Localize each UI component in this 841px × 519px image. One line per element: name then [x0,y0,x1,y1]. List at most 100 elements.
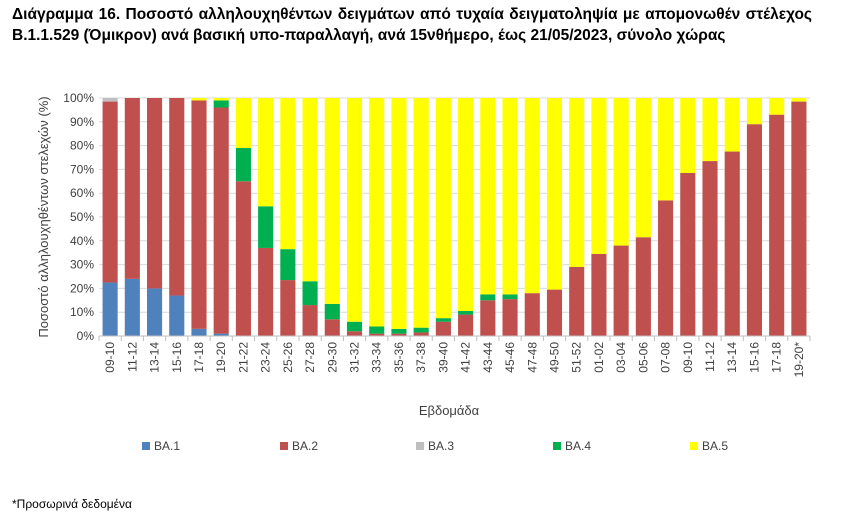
x-tick-label: 39-40 [436,342,450,373]
bar-segment-ba2 [191,100,207,329]
legend-swatch [690,442,698,450]
x-tick-label: 45-46 [503,342,517,373]
bar-segment-ba2 [502,299,518,336]
y-tick-label: 20% [70,281,94,295]
x-tick-label: 47-48 [525,342,539,373]
x-tick-label: 17-18 [192,342,206,373]
bar-segment-ba1 [213,333,229,336]
bar-segment-ba2 [524,293,540,336]
bar-segment-ba5 [413,98,429,328]
footnote: *Προσωρινά δεδομένα [12,497,132,511]
bar-segment-ba5 [791,98,807,102]
y-axis-title: Ποσοστό αλληλουχηθέντων στελεχών (%) [36,96,51,337]
bar-segment-ba5 [524,98,540,294]
chart-title: Διάγραμμα 16. Ποσοστό αλληλουχηθέντων δε… [12,6,812,44]
bar-segment-ba5 [458,98,474,312]
bar-segment-ba2 [435,321,451,336]
bar-segment-ba5 [302,98,318,282]
bar-segment-ba5 [391,98,407,329]
bar-segment-ba4 [213,100,229,108]
bar-segment-ba4 [391,328,407,334]
x-axis-ticks: 09-10 11-12 13-14 15-16 17-18 19-20 21-22 23-24… [98,336,811,377]
bar-segment-ba2 [413,332,429,336]
x-tick-label: 41-42 [459,342,473,373]
x-tick-label: 15-16 [170,342,184,373]
bar-segment-ba2 [146,98,163,289]
y-tick-label: 100% [63,91,94,105]
bar-segment-ba2 [769,114,785,336]
legend-label: BA.2 [292,439,318,453]
bar-segment-ba2 [124,98,140,279]
y-tick-label: 10% [70,305,94,319]
x-tick-label: 43-44 [481,342,495,373]
bar-segment-ba5 [702,98,718,162]
x-tick-label: 29-30 [325,342,339,373]
legend-swatch [280,442,288,450]
bar-segment-ba5 [546,98,563,290]
bar-segment-ba4 [346,321,363,332]
y-tick-label: 70% [70,162,94,176]
y-tick-label: 40% [70,234,94,248]
legend-swatch [553,442,561,450]
y-tick-label: 50% [70,210,94,224]
bar-segment-ba5 [658,98,674,201]
bar-segment-ba2 [480,300,496,336]
legend-label: BA.3 [428,439,454,453]
legend: BA.1 BA.2 BA.3 BA.4 BA.5 [142,439,728,453]
bar-segment-ba4 [502,294,518,300]
legend-swatch [416,442,424,450]
bar-segment-ba5 [369,98,385,327]
bar-segment-ba4 [458,311,474,315]
bar-segment-ba2 [724,151,740,336]
legend-label: BA.4 [565,439,591,453]
bar-segment-ba2 [658,200,674,336]
bar-segment-ba5 [480,98,496,295]
y-tick-label: 90% [70,115,94,129]
x-tick-label: 03-04 [614,342,628,373]
bar-segment-ba2 [324,319,340,336]
bar-segment-ba4 [302,281,318,306]
bar-segment-ba5 [280,98,296,250]
bar-segment-ba2 [702,161,718,336]
bar-segment-ba5 [724,98,740,152]
x-tick-label: 09-10 [103,342,117,373]
bar-segment-ba2 [546,289,563,336]
bar-segment-ba2 [280,280,296,336]
bar-segment-ba2 [302,305,318,336]
x-tick-label: 37-38 [414,342,428,373]
bar-segment-ba4 [324,303,340,320]
x-axis-title: Εβδομάδα [419,403,480,418]
bar-segment-ba1 [146,288,163,336]
bar-segment-ba2 [635,237,651,336]
bar-segment-ba5 [769,98,785,115]
bar-segment-ba4 [258,206,274,248]
bar-segment-ba5 [502,98,518,295]
bar-segment-ba5 [591,98,607,254]
bar-segment-ba4 [435,318,451,322]
bar-segment-ba4 [369,326,385,334]
bar-segment-ba2 [746,124,763,337]
x-tick-label: 07-08 [659,342,673,373]
legend-label: BA.5 [702,439,728,453]
bar-segment-ba2 [169,98,185,296]
bar-segment-ba2 [369,333,385,336]
bar-segment-ba4 [480,294,496,301]
bar-segment-ba5 [258,98,274,207]
y-tick-label: 0% [77,329,95,343]
bar-segment-ba5 [346,98,363,322]
bar-segment-ba2 [346,331,363,336]
bar-segment-ba3 [102,98,118,102]
y-tick-label: 80% [70,139,94,153]
bar-segment-ba2 [569,266,585,336]
bar-segment-ba1 [124,278,140,336]
bar-segment-ba2 [391,333,407,336]
legend-label: BA.1 [154,439,180,453]
bar-segment-ba2 [258,247,274,336]
y-axis-ticks: 0% 10% 20% 30% 40% 50% 60% 70% 80% 90% 100% [63,91,94,343]
x-tick-label: 13-14 [148,342,162,373]
bar-segment-ba5 [635,98,651,238]
bar-segment-ba5 [746,98,763,125]
y-tick-label: 30% [70,258,94,272]
x-tick-label: 17-18 [770,342,784,373]
